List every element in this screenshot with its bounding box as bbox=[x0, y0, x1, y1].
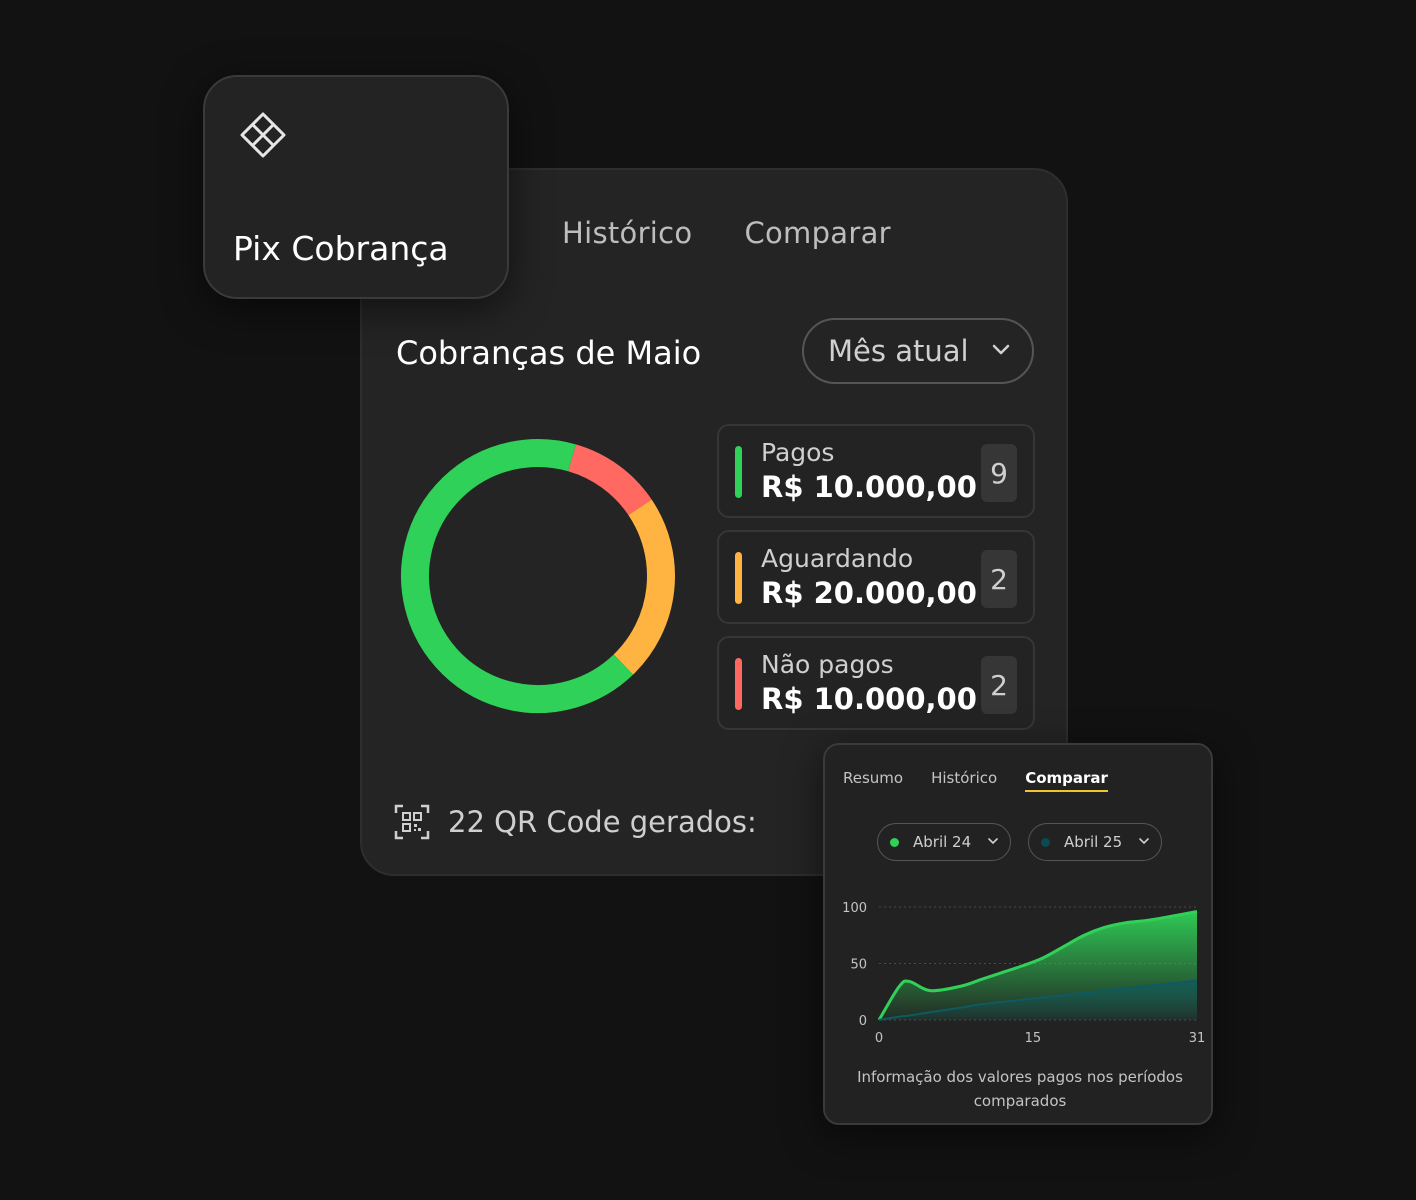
status-count-badge: 2 bbox=[981, 656, 1017, 714]
card-title: Cobranças de Maio bbox=[396, 334, 702, 372]
period-label: Abril 25 bbox=[1064, 833, 1123, 851]
pix-icon bbox=[240, 112, 286, 158]
status-count-badge: 2 bbox=[981, 550, 1017, 608]
series-color-dot bbox=[1041, 837, 1050, 847]
series-line-1 bbox=[877, 910, 1198, 1021]
compare-tabs: Resumo Histórico Comparar bbox=[843, 769, 1108, 792]
chevron-down-icon bbox=[1139, 838, 1149, 845]
donut-segment-aguardando bbox=[613, 499, 675, 675]
period-label: Abril 24 bbox=[913, 833, 972, 851]
status-color-bar bbox=[735, 446, 742, 498]
qr-code-count-text: 22 QR Code gerados: bbox=[448, 805, 757, 839]
status-name: Não pagos bbox=[761, 650, 894, 679]
series-color-dot bbox=[890, 837, 899, 847]
qr-code-icon bbox=[394, 804, 430, 840]
status-count-badge: 9 bbox=[981, 444, 1017, 502]
chart-caption: Informação dos valores pagos nos período… bbox=[857, 1068, 1183, 1110]
tab-comparar[interactable]: Comparar bbox=[1025, 769, 1108, 792]
donut-segment-pagos bbox=[401, 439, 634, 713]
y-tick-label: 0 bbox=[859, 1014, 867, 1029]
series-area-2 bbox=[879, 980, 1197, 1020]
comparison-area-chart: 0 50 100 0 15 31 bbox=[842, 901, 1206, 1046]
period-select[interactable]: Mês atual bbox=[802, 318, 1034, 384]
y-tick-label: 50 bbox=[850, 958, 867, 973]
status-color-bar bbox=[735, 552, 742, 604]
status-card-nao-pagos[interactable]: Não pagos R$ 10.000,00 2 bbox=[717, 636, 1035, 730]
compare-card: Resumo Histórico Comparar Abril 24 Abril… bbox=[823, 743, 1213, 1125]
pix-cobranca-card[interactable]: Pix Cobrança bbox=[203, 75, 509, 299]
status-amount: R$ 20.000,00 bbox=[761, 576, 977, 610]
status-color-bar bbox=[735, 658, 742, 710]
period-select-value: Mês atual bbox=[828, 334, 969, 368]
x-tick-label: 15 bbox=[1025, 1031, 1042, 1046]
x-tick-label: 31 bbox=[1189, 1031, 1206, 1046]
status-card-pagos[interactable]: Pagos R$ 10.000,00 9 bbox=[717, 424, 1035, 518]
status-card-aguardando[interactable]: Aguardando R$ 20.000,00 2 bbox=[717, 530, 1035, 624]
status-amount: R$ 10.000,00 bbox=[761, 470, 977, 504]
main-tabs: Histórico Comparar bbox=[562, 216, 891, 250]
tab-historico[interactable]: Histórico bbox=[562, 216, 693, 250]
status-name: Pagos bbox=[761, 438, 835, 467]
tab-resumo[interactable]: Resumo bbox=[843, 769, 904, 787]
donut-segment-nao-pagos bbox=[567, 444, 652, 516]
qr-code-summary: 22 QR Code gerados: bbox=[394, 804, 757, 840]
tab-historico[interactable]: Histórico bbox=[931, 769, 998, 787]
period-select-abril-24[interactable]: Abril 24 bbox=[877, 823, 1011, 861]
tab-comparar[interactable]: Comparar bbox=[744, 216, 891, 250]
chevron-down-icon bbox=[988, 838, 998, 845]
chevron-down-icon bbox=[992, 344, 1010, 355]
charges-card: Histórico Comparar Cobranças de Maio Mês… bbox=[360, 168, 1068, 876]
x-tick-label: 0 bbox=[875, 1031, 883, 1046]
y-tick-label: 100 bbox=[842, 901, 867, 916]
period-select-abril-25[interactable]: Abril 25 bbox=[1028, 823, 1162, 861]
status-amount: R$ 10.000,00 bbox=[761, 682, 977, 716]
status-donut-chart bbox=[401, 439, 675, 713]
status-name: Aguardando bbox=[761, 544, 914, 573]
series-line-2 bbox=[878, 979, 1198, 1021]
pix-cobranca-label: Pix Cobrança bbox=[233, 229, 449, 268]
